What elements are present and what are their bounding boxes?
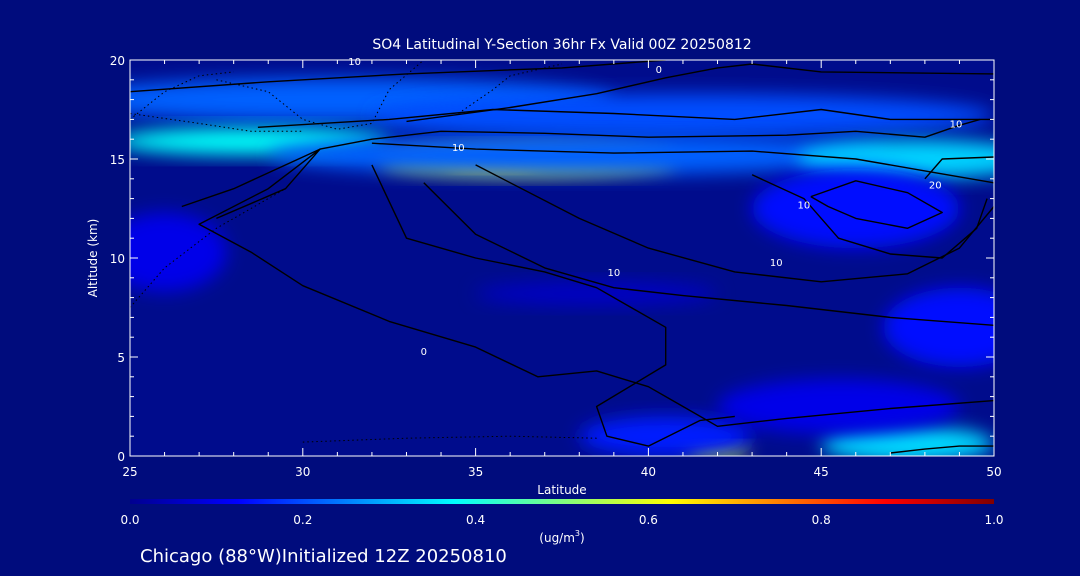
contour-label: 10 <box>770 258 783 269</box>
contour-line <box>924 156 994 180</box>
x-tick-label: 35 <box>468 465 483 479</box>
contour-line <box>198 148 994 427</box>
colorbar-unit-close: ) <box>580 531 585 545</box>
y-tick-label: 15 <box>110 153 125 167</box>
x-tick-label: 25 <box>122 465 137 479</box>
contour-label: 0 <box>421 347 427 358</box>
colorbar-unit-label: (ug/m3) <box>539 529 584 545</box>
y-axis-label: Altitude (km) <box>86 219 100 298</box>
contour-line <box>181 118 981 208</box>
contour-line-dotted <box>130 188 286 308</box>
contour-label: 10 <box>607 268 620 279</box>
concentration-blob <box>797 139 994 179</box>
colorbar <box>130 499 994 504</box>
contour-label: 20 <box>929 181 942 192</box>
contour-line-dotted <box>458 63 563 114</box>
colorbar-unit-text: (ug/m <box>539 531 575 545</box>
concentration-blob <box>371 93 994 138</box>
contour-line <box>890 445 994 454</box>
footer-caption: Chicago (88°W)Initialized 12Z 20250810 <box>140 546 507 567</box>
contour-label: 10 <box>348 57 361 68</box>
contour-lines <box>130 60 994 454</box>
contour-label: 0 <box>656 65 662 76</box>
contour-line <box>475 164 994 283</box>
contour-line <box>257 108 994 128</box>
concentration-blob <box>579 416 753 456</box>
y-tick-label: 0 <box>117 450 125 464</box>
contour-line <box>371 142 994 184</box>
contour-line <box>810 180 943 229</box>
x-axis: 25 30 35 40 45 50 <box>122 60 1002 479</box>
colorbar-tick-label: 0.2 <box>293 513 312 527</box>
contour-labels: 10 0 10 10 20 10 10 10 0 <box>348 57 962 358</box>
chart-title: SO4 Latitudinal Y-Section 36hr Fx Valid … <box>372 37 751 53</box>
x-tick-label: 45 <box>814 465 829 479</box>
colorbar-unit-superscript: 3 <box>575 529 580 538</box>
colorbar-ticks: 0.0 0.2 0.4 0.6 0.8 1.0 <box>120 513 1003 527</box>
contour-line <box>371 164 735 447</box>
y-tick-label: 20 <box>110 54 125 68</box>
concentration-blob <box>475 281 718 306</box>
concentration-blob <box>130 212 227 292</box>
contour-label: 10 <box>798 201 811 212</box>
concentration-blob <box>883 287 994 367</box>
contour-line-dotted <box>130 71 234 120</box>
concentration-blob <box>268 135 891 175</box>
contour-label: 10 <box>452 143 465 154</box>
concentration-blob <box>821 426 994 456</box>
colorbar-tick-label: 0.4 <box>466 513 485 527</box>
colorbar-tick-label: 0.6 <box>639 513 658 527</box>
contour-label: 10 <box>950 119 963 130</box>
contour-line <box>751 174 988 259</box>
colorbar-tick-label: 0.8 <box>812 513 831 527</box>
concentration-blob <box>717 378 960 435</box>
colorbar-tick-label: 0.0 <box>120 513 139 527</box>
contour-line <box>423 182 994 326</box>
x-tick-label: 50 <box>986 465 1001 479</box>
y-tick-label: 10 <box>110 252 125 266</box>
y-axis: 0 5 10 15 20 <box>110 54 994 464</box>
contour-line <box>130 60 666 93</box>
colorbar-tick-label: 1.0 <box>984 513 1003 527</box>
x-tick-label: 40 <box>641 465 656 479</box>
x-tick-label: 30 <box>295 465 310 479</box>
x-axis-label: Latitude <box>537 483 586 497</box>
y-tick-label: 5 <box>117 351 125 365</box>
contour-line <box>406 63 994 123</box>
